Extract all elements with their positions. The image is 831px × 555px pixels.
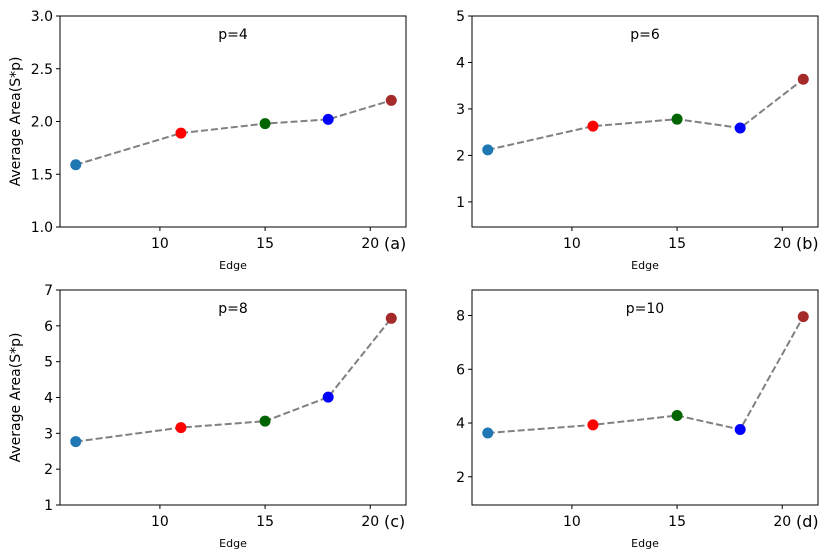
axes-frame (471, 289, 819, 506)
x-axis-label: Edge (219, 537, 247, 550)
data-point (797, 73, 809, 85)
y-tick-label: 3.0 (31, 9, 53, 25)
x-tick-label: 10 (563, 514, 581, 530)
x-axis-label: Edge (631, 537, 659, 550)
y-axis-label: Average Area(S*p) (8, 57, 24, 187)
panel-annotation: p=10 (626, 301, 664, 317)
y-tick-label: 1 (456, 195, 465, 211)
y-tick-label: 1.0 (31, 220, 53, 236)
subplot-a: 1.0 1.5 2.0 2.5 3.0 10 15 20 p=4 (a) Edge Average A… (8, 9, 407, 272)
series-line (487, 78, 804, 151)
data-point (322, 391, 334, 403)
data-point (259, 118, 271, 130)
data-point (322, 113, 334, 125)
axes-frame (471, 15, 819, 228)
y-tick-label: 6 (456, 362, 465, 378)
y-tick-label: 7 (44, 283, 53, 299)
y-axis-label: Average Area(S*p) (8, 333, 24, 463)
y-tick-label: 3 (44, 426, 53, 442)
x-tick-label: 20 (361, 236, 379, 252)
x-tick-label: 10 (563, 236, 581, 252)
data-point (385, 312, 397, 324)
y-tick-label: 4 (456, 55, 465, 71)
x-tick-label: 20 (361, 514, 379, 530)
x-tick-label: 20 (773, 236, 791, 252)
subplot-b: 1 2 3 4 5 10 15 20 p=6 (b) Edge (456, 9, 819, 272)
panel-annotation: p=4 (218, 27, 248, 43)
data-point (587, 120, 599, 132)
y-tick-label: 2.5 (31, 62, 53, 78)
panel-annotation: p=6 (630, 27, 660, 43)
data-point (482, 144, 494, 156)
y-tick-label: 2 (456, 470, 465, 486)
data-point (385, 94, 397, 106)
y-tick-label: 1 (44, 498, 53, 514)
data-point (482, 427, 494, 439)
data-point (259, 415, 271, 427)
x-tick-label: 15 (668, 514, 686, 530)
data-point (671, 410, 683, 422)
x-tick-label: 10 (151, 236, 169, 252)
data-point (70, 159, 82, 171)
data-point (734, 122, 746, 134)
data-point (175, 127, 187, 139)
panel-annotation: p=8 (218, 301, 248, 317)
y-tick-label: 1.5 (31, 167, 53, 183)
panel-label: (a) (384, 234, 406, 253)
x-axis-label: Edge (631, 259, 659, 272)
data-point (671, 113, 683, 125)
subplot-d: 2 4 6 8 10 15 20 p=10 (d) Edge (456, 289, 819, 550)
y-tick-label: 6 (44, 319, 53, 335)
subplot-c: 1 2 3 4 5 6 7 10 15 20 p=8 (c) Edge Average Area(S*p) (8, 283, 407, 550)
panel-label: (c) (384, 512, 405, 531)
series-line (487, 316, 805, 434)
x-axis-label: Edge (219, 259, 247, 272)
data-point (70, 436, 82, 448)
data-point (587, 419, 599, 431)
data-point (734, 423, 746, 435)
y-tick-label: 4 (44, 391, 53, 407)
panel-label: (b) (796, 234, 819, 253)
y-tick-label: 4 (456, 416, 465, 432)
y-tick-label: 3 (456, 102, 465, 118)
data-point (175, 422, 187, 434)
axes-frame (59, 15, 407, 228)
series-line (75, 317, 393, 443)
x-tick-label: 20 (773, 514, 791, 530)
series-line (75, 99, 392, 166)
x-tick-label: 15 (256, 236, 274, 252)
x-tick-label: 10 (151, 514, 169, 530)
x-tick-label: 15 (256, 514, 274, 530)
y-tick-label: 2 (44, 462, 53, 478)
x-tick-label: 15 (668, 236, 686, 252)
axes-frame (59, 289, 407, 506)
y-tick-label: 5 (456, 9, 465, 25)
y-tick-label: 2 (456, 148, 465, 164)
data-point (797, 311, 809, 323)
panel-label: (d) (796, 512, 819, 531)
y-tick-label: 5 (44, 355, 53, 371)
y-tick-label: 2.0 (31, 115, 53, 131)
y-tick-label: 8 (456, 309, 465, 325)
